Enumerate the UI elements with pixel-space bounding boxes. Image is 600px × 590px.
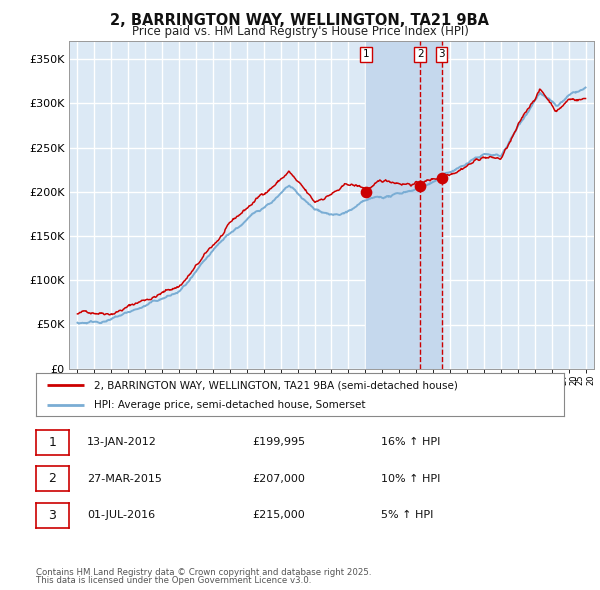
Text: £215,000: £215,000 (252, 510, 305, 520)
Bar (366, 41, 442, 369)
Text: 27-MAR-2015: 27-MAR-2015 (87, 474, 162, 484)
Point (415, 181, 425, 190)
Text: HPI: Average price, semi-detached house, Somerset: HPI: Average price, semi-detached house,… (94, 401, 365, 410)
Text: 1: 1 (363, 50, 370, 60)
Text: Contains HM Land Registry data © Crown copyright and database right 2025.: Contains HM Land Registry data © Crown c… (36, 568, 371, 577)
Text: £199,995: £199,995 (252, 437, 305, 447)
Text: 2, BARRINGTON WAY, WELLINGTON, TA21 9BA (semi-detached house): 2, BARRINGTON WAY, WELLINGTON, TA21 9BA … (94, 381, 458, 391)
Text: 5% ↑ HPI: 5% ↑ HPI (381, 510, 433, 520)
Text: 2, BARRINGTON WAY, WELLINGTON, TA21 9BA: 2, BARRINGTON WAY, WELLINGTON, TA21 9BA (110, 13, 490, 28)
Text: Price paid vs. HM Land Registry's House Price Index (HPI): Price paid vs. HM Land Registry's House … (131, 25, 469, 38)
Point (361, 187, 371, 196)
Text: 13-JAN-2012: 13-JAN-2012 (87, 437, 157, 447)
Text: This data is licensed under the Open Government Licence v3.0.: This data is licensed under the Open Gov… (36, 576, 311, 585)
Text: 2: 2 (417, 50, 424, 60)
Text: 01-JUL-2016: 01-JUL-2016 (87, 510, 155, 520)
Text: 2: 2 (49, 472, 56, 485)
Text: 3: 3 (49, 509, 56, 522)
Text: 10% ↑ HPI: 10% ↑ HPI (381, 474, 440, 484)
Text: 16% ↑ HPI: 16% ↑ HPI (381, 437, 440, 447)
Text: £207,000: £207,000 (252, 474, 305, 484)
Point (437, 174, 446, 183)
Text: 1: 1 (49, 435, 56, 448)
Text: 3: 3 (438, 50, 445, 60)
